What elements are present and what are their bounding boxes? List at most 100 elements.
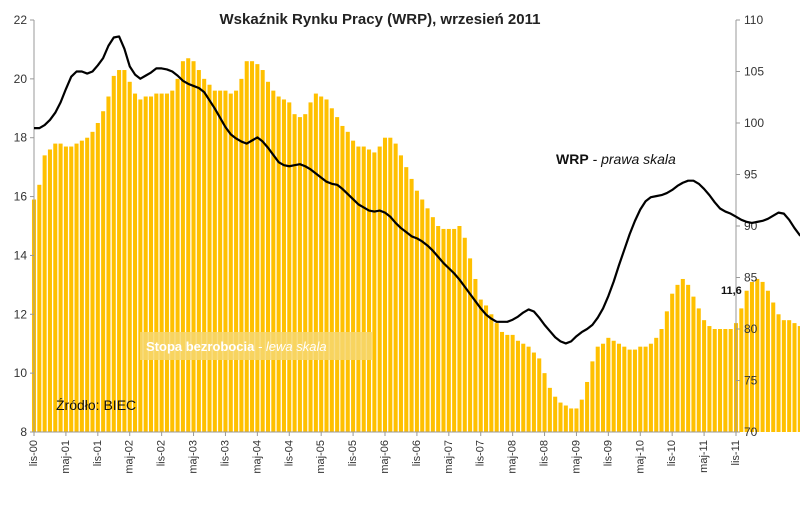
unemployment-bar — [260, 70, 265, 432]
x-tick-label: lis-02 — [156, 440, 168, 466]
x-tick-label: lis-05 — [347, 440, 359, 466]
unemployment-bar — [723, 329, 728, 432]
unemployment-bar — [74, 143, 79, 432]
unemployment-bar — [180, 61, 185, 432]
x-tick-label: lis-00 — [28, 440, 40, 466]
x-tick-label: maj-01 — [60, 440, 72, 474]
unemployment-bar — [143, 96, 148, 432]
unemployment-bar — [547, 387, 552, 432]
unemployment-bar — [792, 323, 797, 432]
unemployment-bar — [664, 311, 669, 432]
left-tick-label: 16 — [14, 190, 28, 204]
unemployment-bar — [489, 314, 494, 432]
unemployment-bar — [462, 237, 467, 432]
unemployment-bar — [558, 402, 563, 432]
x-tick-label: lis-08 — [539, 440, 551, 466]
x-tick-label: maj-09 — [570, 440, 582, 474]
unemployment-bar — [441, 228, 446, 432]
unemployment-bar — [127, 81, 132, 433]
x-axis-ticks: lis-00 maj-01 lis-01 maj-02 lis-02 maj-03 lis-… — [28, 432, 742, 474]
unemployment-bar — [627, 349, 632, 432]
unemployment-bar — [297, 117, 302, 433]
unemployment-bar — [436, 226, 441, 432]
unemployment-bar — [212, 90, 217, 432]
x-tick-label: lis-04 — [283, 440, 295, 466]
unemployment-bar — [787, 320, 792, 432]
unemployment-bar — [53, 143, 58, 432]
x-tick-label: lis-06 — [411, 440, 423, 466]
unemployment-bar — [207, 84, 212, 433]
unemployment-bar — [744, 290, 749, 432]
x-tick-label: maj-10 — [634, 440, 646, 474]
left-tick-label: 14 — [14, 248, 28, 262]
unemployment-bar — [728, 329, 733, 432]
unemployment-bar — [702, 320, 707, 432]
unemployment-bar — [329, 108, 334, 432]
unemployment-annotation-box — [140, 332, 372, 360]
unemployment-bar — [414, 190, 419, 432]
x-tick-label: lis-01 — [92, 440, 104, 466]
unemployment-bar — [707, 326, 712, 432]
unemployment-bar — [499, 331, 505, 432]
unemployment-bar — [313, 93, 318, 432]
unemployment-bar — [287, 102, 292, 433]
unemployment-bar — [654, 337, 659, 432]
unemployment-bar — [585, 381, 590, 432]
unemployment-bar — [148, 96, 154, 432]
unemployment-bar — [159, 93, 164, 432]
unemployment-bar — [367, 149, 372, 433]
unemployment-bar — [47, 149, 52, 433]
unemployment-bar — [250, 61, 255, 432]
unemployment-bar — [478, 299, 483, 432]
right-tick-label: 95 — [744, 168, 758, 182]
unemployment-bar — [659, 329, 664, 432]
left-axis-ticks: 8 10 12 14 16 18 20 22 — [14, 13, 34, 439]
unemployment-bar — [85, 137, 90, 432]
unemployment-bar — [425, 208, 430, 432]
unemployment-bar — [473, 278, 478, 432]
last-value-label: 11,6 — [721, 285, 742, 297]
unemployment-bar — [515, 340, 520, 432]
unemployment-bar — [388, 137, 393, 432]
unemployment-annotation-scale: - lewa skala — [254, 339, 326, 354]
unemployment-bar — [244, 61, 249, 432]
unemployment-bar — [553, 396, 558, 432]
unemployment-bar — [239, 78, 244, 433]
unemployment-bar — [265, 81, 271, 433]
unemployment-bar — [420, 199, 425, 432]
unemployment-bar — [521, 343, 526, 432]
left-tick-label: 20 — [14, 72, 28, 86]
unemployment-bar — [111, 75, 116, 432]
unemployment-bar — [537, 358, 542, 432]
unemployment-bar — [106, 96, 111, 432]
x-tick-label: lis-10 — [666, 440, 678, 466]
unemployment-bar — [446, 228, 451, 432]
unemployment-bar — [696, 308, 701, 432]
unemployment-bar — [308, 102, 313, 433]
unemployment-bar — [590, 361, 595, 432]
unemployment-bar — [191, 61, 196, 432]
unemployment-bar — [579, 399, 584, 432]
unemployment-bar — [686, 284, 691, 432]
unemployment-bar — [452, 228, 457, 432]
unemployment-bar — [122, 70, 127, 432]
x-tick-label: lis-09 — [602, 440, 614, 466]
unemployment-bar — [37, 184, 42, 432]
unemployment-annotation-name: Stopa bezrobocia — [146, 339, 255, 354]
x-tick-label: lis-11 — [730, 440, 742, 465]
unemployment-bar — [409, 178, 414, 432]
unemployment-bar — [69, 146, 74, 433]
unemployment-bar — [303, 114, 308, 433]
unemployment-bar — [133, 93, 138, 432]
unemployment-bar — [632, 349, 637, 432]
unemployment-bar — [765, 290, 770, 432]
unemployment-bar — [101, 111, 106, 432]
unemployment-bar — [186, 58, 191, 432]
unemployment-bar — [484, 305, 489, 432]
right-tick-label: 85 — [744, 271, 758, 285]
unemployment-bar — [154, 93, 159, 432]
unemployment-bar — [234, 90, 239, 432]
unemployment-bar — [718, 329, 723, 432]
source-label: Źródło: BIEC — [56, 397, 136, 413]
